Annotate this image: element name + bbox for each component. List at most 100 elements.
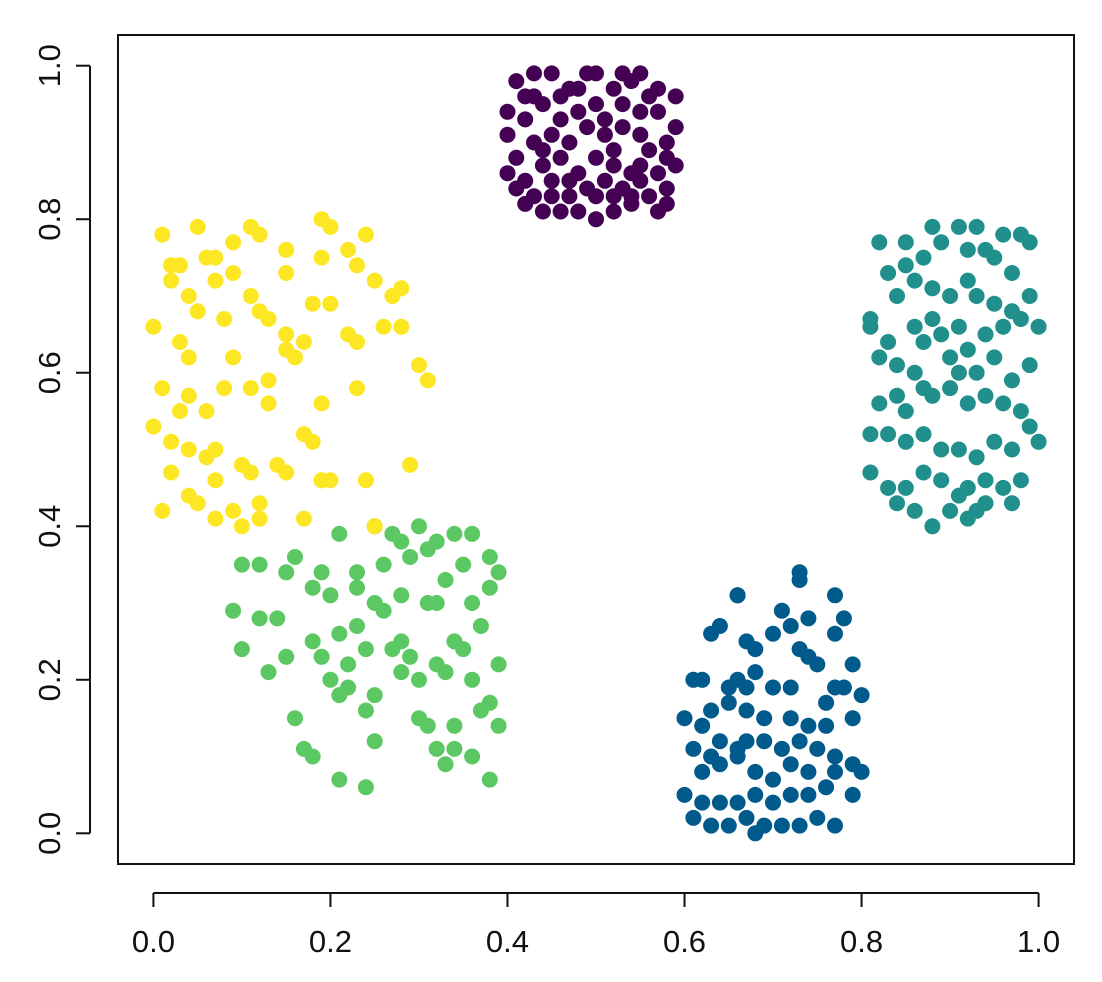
- data-point: [349, 564, 365, 581]
- data-point: [711, 756, 728, 773]
- data-point: [472, 702, 489, 719]
- data-point: [596, 172, 613, 189]
- data-point: [924, 518, 941, 535]
- data-point: [499, 165, 516, 182]
- data-point: [738, 809, 755, 826]
- data-point: [1021, 357, 1038, 374]
- data-point: [464, 595, 481, 611]
- data-point: [490, 656, 507, 673]
- data-point: [357, 641, 374, 658]
- data-point: [605, 188, 622, 205]
- data-point: [685, 809, 702, 826]
- data-point: [579, 119, 596, 136]
- data-point: [588, 96, 604, 113]
- data-point: [481, 549, 498, 565]
- data-point: [835, 679, 852, 696]
- y-tick-label: 0.6: [32, 351, 67, 394]
- data-point: [791, 733, 808, 750]
- data-point: [782, 618, 799, 634]
- data-point: [552, 203, 569, 220]
- data-point: [490, 564, 507, 581]
- data-point: [703, 702, 720, 719]
- data-point: [968, 364, 985, 381]
- data-point: [295, 334, 312, 350]
- data-point: [508, 180, 525, 197]
- data-point: [481, 579, 498, 596]
- data-point: [667, 157, 684, 174]
- data-point: [773, 602, 790, 619]
- x-axis: 0.0 0.2 0.4 0.6 0.8 1.0: [132, 892, 1060, 959]
- data-point: [641, 188, 658, 205]
- data-point: [765, 794, 781, 811]
- data-point: [552, 149, 569, 166]
- data-point: [543, 188, 560, 205]
- data-point: [349, 579, 365, 596]
- data-point: [588, 211, 604, 228]
- data-point: [472, 618, 489, 634]
- data-point: [543, 172, 560, 189]
- data-point: [835, 610, 852, 627]
- data-point: [464, 525, 481, 542]
- data-point: [729, 587, 746, 604]
- data-point: [313, 395, 330, 412]
- data-point: [889, 495, 905, 512]
- data-point: [853, 687, 870, 704]
- y-tick-label: 0.0: [32, 812, 67, 855]
- data-point: [1012, 311, 1029, 327]
- data-point: [393, 318, 410, 335]
- data-point: [694, 794, 711, 811]
- data-point: [897, 234, 914, 251]
- data-point: [862, 464, 879, 481]
- data-point: [189, 495, 206, 512]
- data-point: [180, 387, 197, 404]
- data-point: [933, 326, 950, 343]
- data-point: [331, 525, 348, 542]
- data-point: [685, 740, 702, 757]
- data-point: [225, 349, 242, 366]
- data-point: [446, 525, 463, 542]
- data-point: [614, 119, 631, 136]
- data-point: [561, 134, 578, 151]
- data-point: [588, 65, 604, 82]
- data-point: [968, 218, 985, 235]
- data-point: [632, 103, 649, 120]
- data-point: [393, 664, 410, 681]
- data-point: [880, 479, 897, 496]
- data-point: [756, 710, 773, 727]
- data-point: [950, 441, 967, 458]
- data-point: [419, 717, 436, 734]
- data-point: [278, 265, 295, 281]
- data-point: [349, 380, 365, 397]
- data-point: [1004, 265, 1020, 281]
- data-point: [1030, 318, 1047, 335]
- data-point: [720, 694, 737, 711]
- data-point: [561, 188, 578, 205]
- data-point: [499, 126, 516, 143]
- data-point: [942, 288, 959, 304]
- data-point: [490, 717, 507, 734]
- data-point: [623, 195, 640, 212]
- data-point: [915, 334, 932, 350]
- data-point: [561, 172, 578, 189]
- data-point: [278, 464, 295, 481]
- data-point: [1012, 403, 1029, 420]
- data-point: [322, 218, 339, 235]
- data-point: [295, 510, 312, 527]
- data-point: [694, 763, 711, 780]
- data-point: [446, 740, 463, 757]
- data-point: [287, 349, 303, 366]
- data-point: [650, 165, 666, 182]
- data-point: [145, 418, 162, 435]
- data-point: [889, 357, 905, 374]
- data-point: [375, 318, 392, 335]
- data-point: [844, 786, 861, 803]
- data-point: [880, 265, 897, 281]
- data-point: [322, 295, 339, 312]
- data-point: [163, 433, 180, 450]
- data-point: [1021, 418, 1038, 435]
- data-point: [552, 88, 569, 105]
- data-point: [384, 641, 401, 658]
- data-point: [765, 625, 781, 642]
- data-point: [800, 610, 817, 627]
- data-point: [694, 717, 711, 734]
